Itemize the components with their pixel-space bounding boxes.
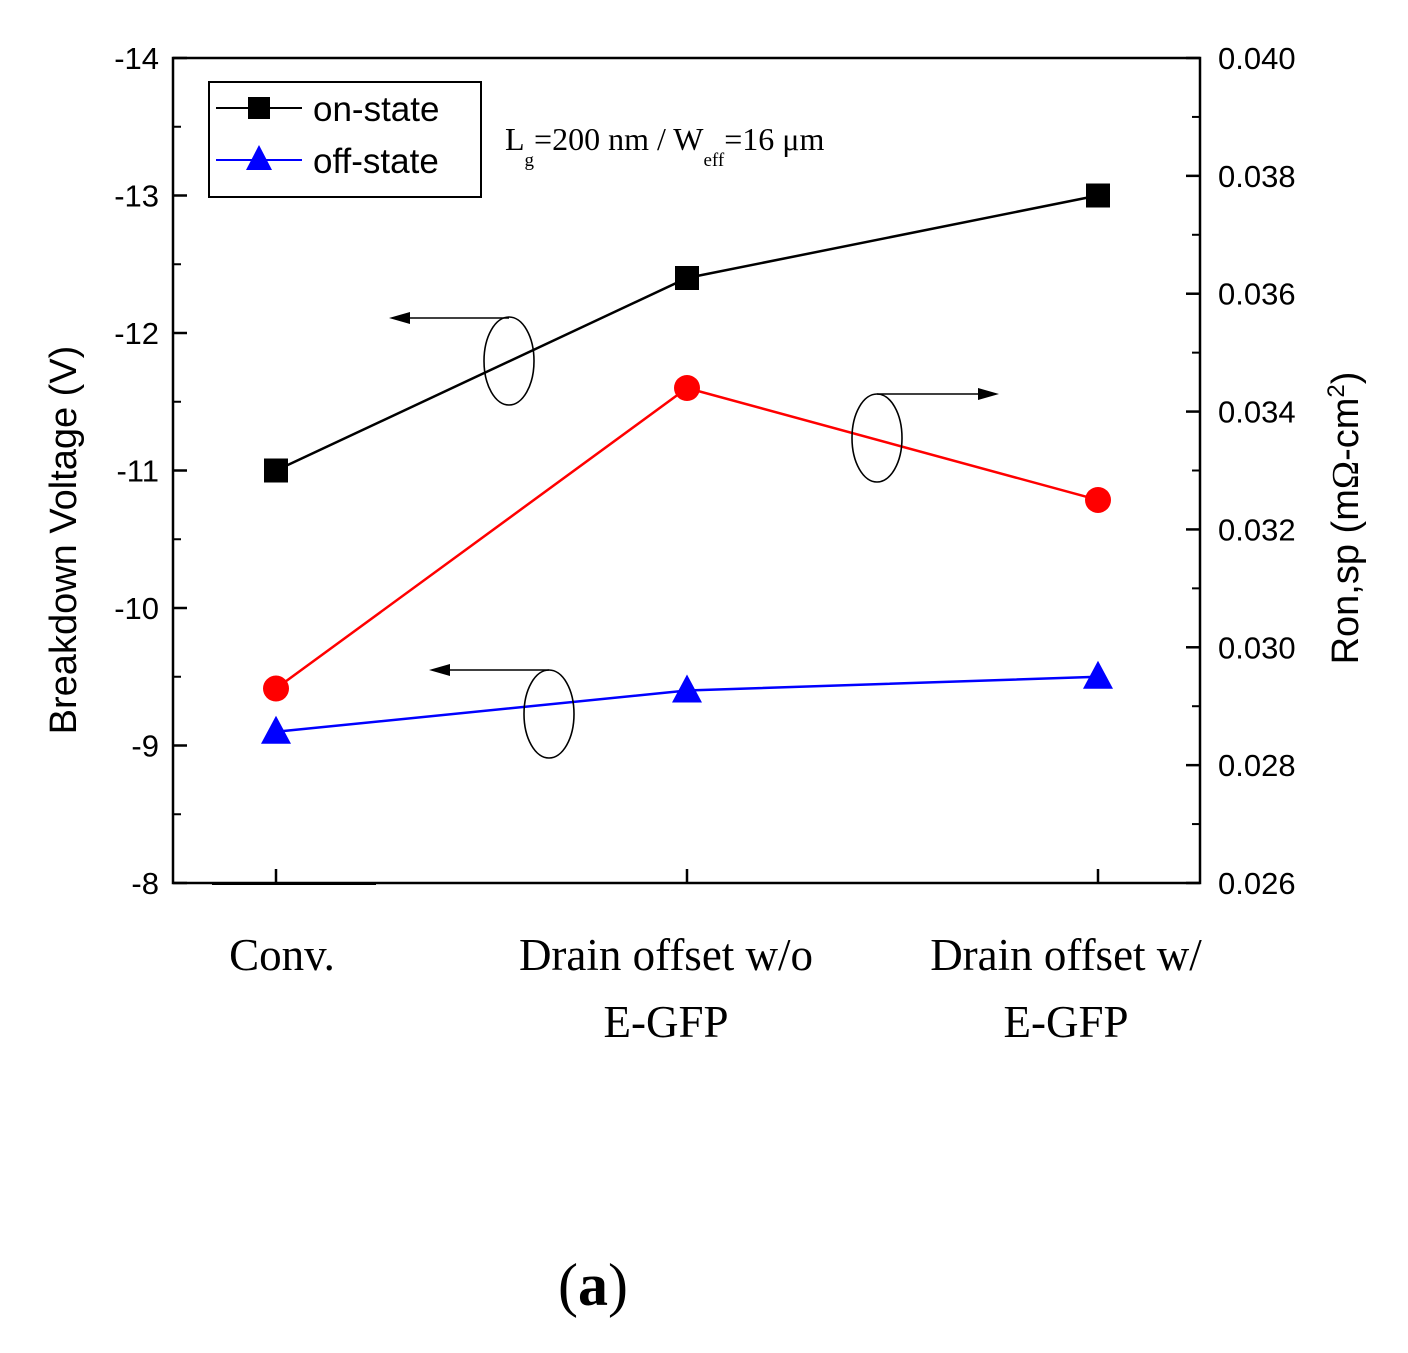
left-tick-label: -12	[114, 316, 159, 351]
square-marker	[1086, 183, 1110, 208]
left-arrow-icon	[429, 664, 450, 676]
right-axis-ticks: 0.026 0.028 0.030 0.032 0.034 0.036 0.038 0.040	[1186, 41, 1296, 901]
square-marker	[675, 266, 699, 290]
on-state-axis-indicator	[389, 312, 535, 406]
right-tick-label: 0.034	[1218, 395, 1296, 430]
right-tick-label: 0.026	[1218, 866, 1296, 901]
device-dimension-annotation: Lg=200 nm / Weff=16 μm	[505, 121, 824, 171]
right-tick-label: 0.040	[1218, 41, 1296, 76]
left-tick-label: -14	[114, 41, 159, 76]
legend-label-on-state: on-state	[313, 90, 439, 129]
off-state-axis-indicator	[429, 664, 575, 759]
category-label: Conv.	[229, 930, 335, 980]
left-tick-label: -9	[131, 729, 159, 764]
legend-triangle-marker	[246, 145, 272, 170]
category-label: Drain offset w/o	[519, 930, 813, 980]
indicator-ellipse	[483, 316, 535, 406]
circle-marker	[674, 375, 700, 401]
left-tick-label: -13	[114, 179, 159, 214]
triangle-marker	[261, 715, 291, 744]
square-marker	[264, 458, 288, 483]
legend: on-state off-state	[208, 81, 482, 198]
legend-square-marker	[248, 97, 270, 119]
right-tick-label: 0.028	[1218, 748, 1296, 783]
triangle-marker	[1083, 660, 1113, 689]
series-layer	[261, 183, 1113, 744]
circle-marker	[1085, 486, 1111, 513]
left-tick-label: -8	[131, 866, 159, 901]
legend-label-off-state: off-state	[313, 142, 439, 181]
ron-axis-indicator	[851, 388, 999, 483]
category-label: E-GFP	[603, 997, 728, 1047]
right-tick-label: 0.030	[1218, 630, 1296, 665]
left-tick-label: -11	[116, 454, 159, 489]
indicator-ellipse	[523, 669, 575, 759]
left-axis-title: Breakdown Voltage (V)	[43, 346, 85, 735]
left-arrow-icon	[389, 312, 410, 324]
category-label: Drain offset w/	[930, 930, 1202, 980]
triangle-marker	[672, 674, 702, 703]
series-line-2	[275, 386, 1099, 690]
series-line-0	[275, 194, 1099, 472]
right-tick-label: 0.038	[1218, 159, 1296, 194]
circle-marker	[263, 675, 289, 702]
panel-label: (a)	[558, 1252, 628, 1318]
right-tick-label: 0.036	[1218, 277, 1296, 312]
category-labels: Conv. Drain offset w/o E-GFP Drain offset w…	[229, 930, 1202, 1047]
indicator-ellipse	[851, 393, 903, 483]
left-axis-ticks: -14 -13 -12 -11 -10 -9 -8	[114, 41, 187, 901]
right-arrow-icon	[978, 388, 999, 400]
right-axis-title: Ron,sp (mΩ-cm2)	[1323, 372, 1367, 665]
left-tick-label: -10	[114, 591, 159, 626]
right-tick-label: 0.032	[1218, 512, 1296, 547]
category-label: E-GFP	[1003, 997, 1128, 1047]
bottom-axis-ticks	[274, 869, 1100, 883]
